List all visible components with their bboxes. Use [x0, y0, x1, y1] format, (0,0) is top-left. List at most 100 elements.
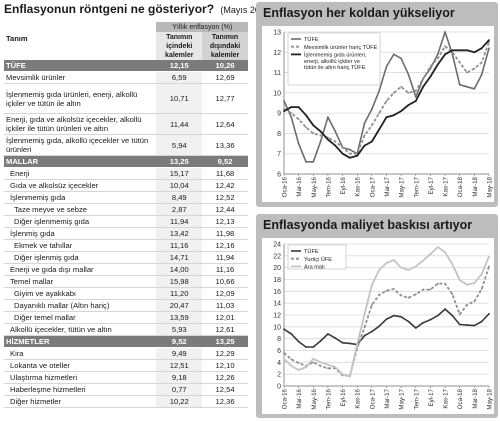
data-point [429, 75, 432, 78]
data-point [290, 358, 293, 361]
column-header-definition: Tanım [6, 34, 28, 43]
x-tick-label: Eyl-17 [428, 388, 435, 406]
x-tick-label: May-17 [399, 388, 406, 409]
table-row: Haberleşme hizmetleri 0,77 12,54 [4, 383, 248, 396]
data-point [429, 318, 432, 321]
legend-label: Ara malı [304, 265, 325, 271]
data-point [290, 112, 293, 115]
excluded-value: 12,16 [202, 239, 248, 252]
x-tick-label: Mar-17 [384, 176, 391, 196]
data-point [436, 57, 439, 60]
data-point [312, 160, 315, 163]
data-point [436, 63, 439, 66]
data-point [385, 262, 388, 264]
x-tick-label: Oca-17 [369, 388, 376, 409]
data-point [327, 333, 329, 335]
data-point [385, 289, 388, 292]
data-point [458, 313, 461, 316]
row-label: Diğer temel mallar [4, 311, 157, 324]
data-point [319, 361, 322, 364]
excluded-value: 12,64 [202, 113, 248, 135]
row-label: Diğer hizmetler [4, 395, 157, 408]
data-point [444, 251, 446, 254]
x-tick-label: Tem-16 [325, 388, 332, 409]
data-point [305, 160, 307, 163]
x-tick-label: May-18 [487, 176, 494, 197]
included-value: 9,52 [156, 335, 203, 348]
y-tick-label: 16 [273, 289, 281, 296]
excluded-value: 11,68 [202, 167, 248, 180]
data-point [341, 152, 344, 155]
data-point [392, 114, 395, 117]
data-point [327, 367, 329, 370]
row-label: İşlenmemiş gıda [4, 191, 157, 204]
data-point [363, 313, 366, 316]
table-row: Diğer işlenmemiş gıda 11,94 12,13 [4, 215, 248, 228]
annual-inflation-header: Yıllık enflasyon (%) [156, 22, 248, 32]
data-point [414, 96, 417, 98]
row-label: HİZMETLER [4, 335, 157, 348]
data-point [429, 65, 432, 68]
data-point [392, 288, 395, 290]
row-label: TÜFE [4, 60, 157, 72]
x-tick-label: Mar-17 [384, 388, 391, 408]
x-tick-label: Tem-17 [413, 176, 420, 197]
table-section-row: TÜFE 12,15 10,26 [4, 60, 248, 72]
row-label: Haberleşme hizmetleri [4, 383, 157, 396]
included-value: 15,98 [156, 275, 203, 288]
data-point [305, 126, 307, 129]
table-row: İşlenmemiş gıda 8,49 12,52 [4, 191, 248, 204]
data-point [422, 77, 425, 80]
data-point [378, 325, 381, 328]
data-point [392, 91, 395, 94]
data-point [348, 152, 351, 155]
data-point [422, 85, 425, 88]
excluded-value: 12,01 [202, 311, 248, 324]
data-point [444, 308, 446, 310]
excluded-value: 12,44 [202, 203, 248, 216]
table-row: İşlenmemiş gıda ürünleri, enerji, alkoll… [4, 83, 248, 114]
table-row: İşlenmiş gıda 13,42 11,98 [4, 227, 248, 240]
data-point [436, 246, 439, 248]
data-point [297, 362, 300, 364]
x-tick-label: Kas-16 [355, 388, 362, 408]
y-tick-label: 7 [277, 151, 281, 158]
table-row: Mevsimlik ürünler 6,59 12,69 [4, 71, 248, 84]
line-chart-overall-inflation: 6 7 8 9 10 11 12 13 Oca-16 Mar-16 May-16 Tem-16 Eyl-… [273, 30, 494, 198]
chart-title: Enflasyon her koldan yükseliyor [263, 6, 455, 20]
data-point [473, 282, 476, 284]
data-point [312, 132, 315, 135]
data-point [312, 346, 315, 348]
legend-label: İşlenmemiş gıda ürünleri, enerji, alkollü… [304, 52, 367, 71]
table-row: Diğer işlenmiş gıda 14,71 11,94 [4, 251, 248, 264]
inflation-table: Yıllık enflasyon (%) Tanım Tanımın içind… [4, 22, 248, 408]
data-point [473, 300, 476, 303]
inflation-breakdown-section: Enflasyonun röntgeni ne gösteriyor? (May… [4, 2, 273, 408]
data-point [305, 346, 307, 348]
data-point [341, 146, 344, 149]
data-point [458, 61, 461, 64]
x-tick-label: Eyl-16 [340, 388, 347, 406]
y-tick-label: 6 [277, 172, 281, 179]
excluded-value: 13,36 [202, 134, 248, 156]
data-point [400, 294, 403, 297]
data-point [341, 373, 344, 376]
data-point [458, 323, 461, 326]
data-point [488, 47, 490, 50]
included-value: 5,94 [156, 134, 203, 156]
excluded-value: 12,29 [202, 347, 248, 360]
y-tick-label: 8 [277, 131, 281, 138]
excluded-value: 13,25 [202, 335, 248, 348]
y-tick-label: 8 [277, 336, 281, 343]
legend-label: TÜFE [304, 248, 319, 255]
data-point [451, 51, 454, 54]
y-tick-label: 22 [273, 253, 281, 260]
data-point [488, 39, 490, 42]
table-row: Gıda ve alkolsüz içecekler 10,04 12,42 [4, 179, 248, 192]
data-point [297, 118, 300, 121]
data-point [429, 288, 432, 291]
data-point [451, 49, 454, 52]
data-point [385, 318, 388, 321]
